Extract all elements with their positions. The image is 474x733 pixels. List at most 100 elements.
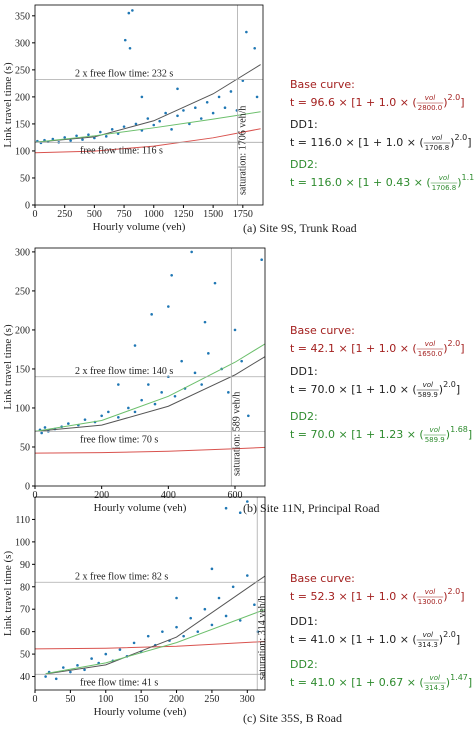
equation-denominator: 589.9 — [425, 436, 445, 444]
data-point — [199, 117, 203, 120]
data-point — [76, 664, 79, 667]
equation-exponent: 2.0 — [448, 93, 461, 102]
data-point — [161, 630, 164, 633]
y-tick-label: 40 — [20, 672, 30, 683]
data-point — [238, 619, 242, 622]
equation-suffix: ) — [443, 96, 447, 109]
plot-area — [35, 500, 265, 681]
y-tick-label: 300 — [15, 247, 30, 258]
x-tick-label: 150 — [134, 694, 149, 705]
equation-numerator: vol — [430, 674, 440, 682]
reference-label: free flow time: 70 s — [80, 434, 158, 445]
x-tick-label: 0 — [33, 490, 38, 501]
saturation-label: saturation: 1706 veh/h — [238, 106, 249, 195]
data-point — [117, 416, 120, 419]
y-tick-label: 300 — [15, 38, 30, 49]
data-point — [69, 139, 72, 142]
x-tick-label: 0 — [33, 694, 38, 705]
axes-frame — [34, 4, 264, 206]
y-tick-label: 70 — [20, 605, 30, 616]
data-point — [188, 122, 191, 126]
data-point — [217, 596, 221, 600]
equation-numerator: vol — [432, 134, 442, 142]
equation-denominator: 1300.0 — [418, 598, 443, 606]
data-point — [153, 402, 157, 406]
equation-suffix: ) — [446, 676, 450, 689]
data-point — [190, 250, 193, 254]
data-point — [241, 79, 245, 82]
y-tick-label: 80 — [20, 582, 30, 593]
data-point — [81, 138, 84, 141]
data-point — [160, 391, 163, 394]
data-point — [229, 90, 233, 93]
equation-exponent: 1.16 — [462, 173, 474, 182]
equation-denominator: 1706.8 — [425, 144, 450, 152]
data-point — [40, 431, 43, 435]
data-point — [224, 614, 228, 618]
data-point — [127, 406, 130, 410]
data-point — [246, 500, 249, 503]
data-point — [131, 9, 134, 12]
y-tick-label: 150 — [15, 364, 30, 375]
equation-denominator: 1706.8 — [432, 184, 457, 192]
x-tick-label: 500 — [87, 209, 102, 220]
data-point — [44, 675, 47, 678]
x-tick-label: 1000 — [144, 209, 164, 220]
data-point — [238, 511, 242, 515]
data-point — [147, 383, 150, 386]
curve — [35, 446, 265, 454]
equation-denominator: 314.3 — [425, 684, 445, 692]
reference-label: free flow time: 116 s — [80, 145, 163, 156]
x-axis-label: Hourly volume (veh) — [94, 502, 187, 514]
y-tick-label: 110 — [15, 515, 30, 526]
equation-exponent: 2.0 — [443, 380, 456, 389]
x-tick-label: 0 — [33, 209, 38, 220]
equation-prefix: t = 41.0 × [1 + 0.67 × ( — [290, 676, 424, 689]
reference-label: 2 x free flow time: 232 s — [75, 69, 173, 80]
y-tick-label: 50 — [20, 650, 30, 661]
saturation-label: saturation: 589 veh/h — [231, 392, 242, 476]
x-tick-label: 1750 — [233, 209, 253, 220]
x-axis-label: Hourly volume (veh) — [94, 706, 187, 718]
equation-title: DD1: — [290, 615, 318, 628]
x-tick-label: 100 — [98, 694, 113, 705]
y-tick-label: 350 — [15, 11, 30, 22]
data-point — [123, 38, 127, 42]
data-point — [75, 134, 78, 138]
data-point — [180, 359, 183, 363]
y-tick-label: 100 — [15, 537, 30, 548]
equation-end: ] — [460, 96, 464, 109]
equation-end: ] — [456, 633, 460, 646]
y-tick-label: 60 — [20, 627, 30, 638]
equation-suffix: ) — [439, 383, 443, 396]
data-point — [233, 328, 237, 332]
data-point — [128, 46, 132, 50]
data-point — [193, 371, 197, 375]
data-point — [152, 123, 156, 127]
data-point — [63, 136, 66, 139]
equation-prefix: t = 70.0 × [1 + 1.0 × ( — [290, 383, 417, 396]
equation-end: ] — [460, 590, 464, 603]
data-point — [117, 383, 120, 386]
curve — [35, 128, 261, 154]
x-tick-label: 50 — [65, 694, 75, 705]
data-point — [189, 616, 192, 620]
y-tick-label: 0 — [25, 201, 30, 212]
reference-label: 2 x free flow time: 82 s — [75, 571, 168, 582]
equation-prefix: t = 41.0 × [1 + 1.0 × ( — [290, 633, 417, 646]
data-point — [110, 128, 114, 131]
y-tick-label: 200 — [15, 92, 30, 103]
data-point — [223, 106, 227, 110]
x-tick-label: 400 — [161, 490, 176, 501]
y-tick-label: 100 — [15, 146, 30, 157]
data-point — [173, 394, 177, 398]
equation-exponent: 2.0 — [448, 339, 461, 348]
data-point — [132, 641, 136, 645]
axes-frame — [34, 496, 266, 691]
equation-end: ] — [467, 136, 471, 149]
x-tick-label: 600 — [228, 490, 243, 501]
data-point — [83, 418, 87, 421]
data-point — [224, 506, 228, 510]
data-point — [211, 111, 215, 115]
equation-title: DD1: — [290, 118, 318, 131]
